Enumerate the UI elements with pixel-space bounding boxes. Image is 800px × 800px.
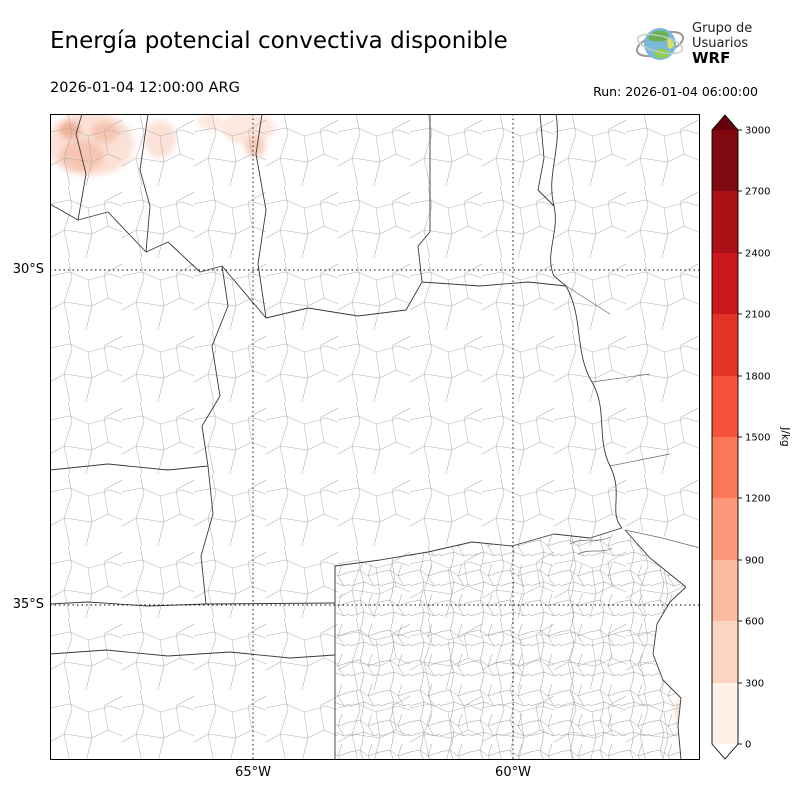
colorbar-tick-labels: 3000 2700 2400 2100 1800 1500 1200 900 6… <box>745 126 770 751</box>
lat-tick-35s: 35°S <box>12 597 44 612</box>
map-border <box>50 114 700 760</box>
cape-map <box>46 111 701 761</box>
colorbar-segment <box>712 314 738 376</box>
colorbar-segment <box>712 191 738 253</box>
colorbar-segment <box>712 130 738 191</box>
lon-tick-60w: 60°W <box>495 765 531 780</box>
ocean <box>625 528 700 760</box>
secondary-boundaries <box>565 285 701 555</box>
colorbar-segment <box>712 498 738 560</box>
colorbar-arrow-under <box>712 744 738 759</box>
colorbar-segment <box>712 376 738 437</box>
colorbar-tick: 2100 <box>745 310 770 321</box>
map-panel <box>46 111 701 761</box>
logo-line2: Usuarios <box>692 35 749 51</box>
colorbar-segment <box>712 621 738 683</box>
colorbar-unit-label: J/kg <box>779 426 791 446</box>
logo-line3: WRF <box>692 48 731 67</box>
colorbar-segment <box>712 560 738 621</box>
colorbar-tick: 1800 <box>745 372 770 383</box>
page-title: Energía potencial convectiva disponible <box>50 28 508 54</box>
valid-time-label: 2026-01-04 12:00:00 ARG <box>50 80 240 96</box>
run-time-label: Run: 2026-01-04 06:00:00 <box>593 84 758 99</box>
colorbar-tickmarks <box>738 129 742 745</box>
colorbar-tick: 3000 <box>745 126 770 137</box>
logo-line1: Grupo de <box>692 20 753 36</box>
colorbar-segment <box>712 683 738 744</box>
colorbar-segment <box>712 253 738 314</box>
colorbar: 3000 2700 2400 2100 1800 1500 1200 900 6… <box>710 114 800 761</box>
colorbar-tick: 600 <box>745 617 764 628</box>
colorbar-svg: 3000 2700 2400 2100 1800 1500 1200 900 6… <box>711 114 791 760</box>
colorbar-segment <box>712 437 738 498</box>
colorbar-tick: 2400 <box>745 249 770 260</box>
lat-tick-30s: 30°S <box>12 262 44 277</box>
wrf-logo: Grupo de Usuarios WRF <box>634 14 794 72</box>
colorbar-tick: 900 <box>745 556 764 567</box>
logo-text: Grupo de Usuarios WRF <box>692 21 752 66</box>
colorbar-tick: 1200 <box>745 494 770 505</box>
colorbar-tick: 1500 <box>745 433 770 444</box>
colorbar-tick: 2700 <box>745 187 770 198</box>
buenos-aires-partidos-texture <box>335 528 686 760</box>
colorbar-arrow-over <box>712 115 738 130</box>
globe-icon <box>635 28 685 60</box>
colorbar-tick: 0 <box>745 740 751 751</box>
province-boundaries <box>49 113 687 761</box>
lon-tick-65w: 65°W <box>235 765 271 780</box>
colorbar-tick: 300 <box>745 679 764 690</box>
graticule-gridlines <box>50 114 700 760</box>
coastline <box>624 529 687 761</box>
